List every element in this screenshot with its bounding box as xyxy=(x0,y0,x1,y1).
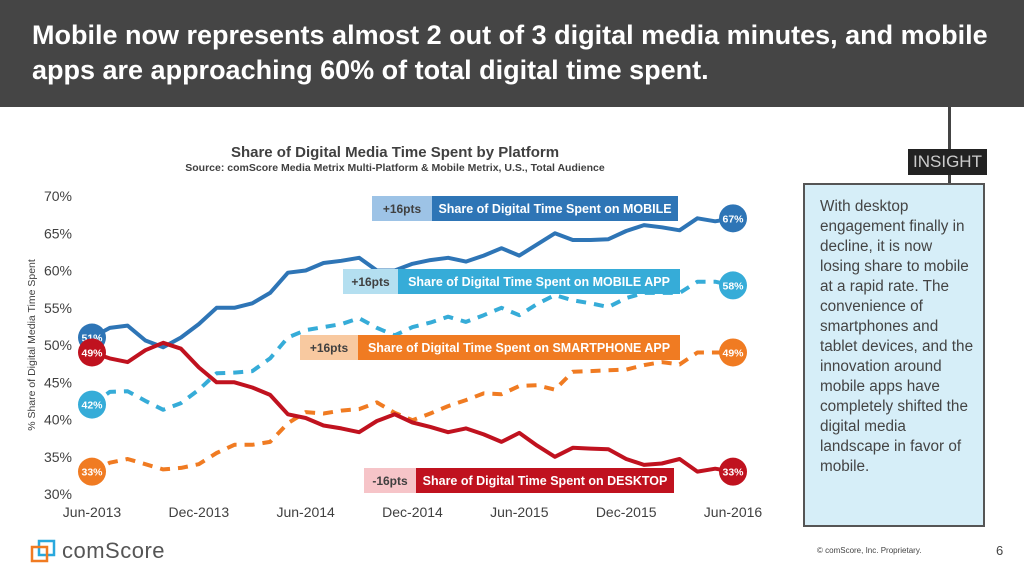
slide-title: Mobile now represents almost 2 out of 3 … xyxy=(32,20,988,85)
line-chart: 30% 35% 40% 45% 50% 55% 60% 65% 70% % Share of Di… xyxy=(26,188,763,520)
series-change-box xyxy=(372,196,432,221)
series-change-label: +16pts xyxy=(310,341,349,355)
series-name-box xyxy=(432,196,678,221)
end-value-marker xyxy=(719,338,747,367)
y-tick-label: 30% xyxy=(44,486,72,502)
series-name-label: Share of Digital Time Spent on MOBILE AP… xyxy=(408,275,670,289)
insight-text: With desktop engagement finally in decli… xyxy=(820,198,974,475)
series-line xyxy=(91,350,733,474)
x-tick-label: Jun-2016 xyxy=(704,504,763,520)
x-tick-label: Dec-2013 xyxy=(168,504,229,520)
logo-text: comScore xyxy=(62,538,166,563)
y-tick-label: 60% xyxy=(44,263,72,279)
logo-icon xyxy=(30,539,56,563)
end-value-label: 67% xyxy=(722,213,744,225)
end-value-marker xyxy=(719,271,747,300)
x-tick-label: Jun-2014 xyxy=(276,504,335,520)
y-tick-label: 45% xyxy=(44,374,72,390)
end-value-marker xyxy=(719,457,747,486)
start-value-label: 33% xyxy=(81,467,103,479)
series-name-box xyxy=(358,335,680,360)
start-value-marker xyxy=(78,338,106,367)
x-tick-label: Jun-2015 xyxy=(490,504,549,520)
end-value-label: 58% xyxy=(722,280,744,292)
start-value-label: 42% xyxy=(81,400,103,412)
series-name-label: Share of Digital Time Spent on DESKTOP xyxy=(423,474,668,488)
page-number: 6 xyxy=(996,543,1004,558)
series-line xyxy=(90,279,734,412)
start-value-marker xyxy=(78,390,106,419)
x-tick-label: Dec-2014 xyxy=(382,504,443,520)
end-value-marker xyxy=(719,204,747,233)
start-value-marker xyxy=(78,457,106,486)
series-line xyxy=(90,340,735,474)
y-tick-label: 40% xyxy=(44,412,72,428)
series-name-box xyxy=(416,468,674,493)
series-name-label: Share of Digital Time Spent on MOBILE xyxy=(438,202,671,216)
x-tick-label: Dec-2015 xyxy=(596,504,657,520)
series-change-label: +16pts xyxy=(351,275,390,289)
insight-box: With desktop engagement finally in decli… xyxy=(803,183,985,527)
series-name-label: Share of Digital Time Spent on SMARTPHON… xyxy=(368,341,670,355)
series-change-label: -16pts xyxy=(372,474,408,488)
insight-tag: INSIGHT xyxy=(908,149,987,175)
y-tick-label: 50% xyxy=(44,337,72,353)
y-tick-label: 65% xyxy=(44,225,72,241)
series-change-box xyxy=(343,269,398,294)
insight-connector xyxy=(948,107,951,183)
series-line xyxy=(90,216,735,350)
chart-title: Share of Digital Media Time Spent by Pla… xyxy=(230,144,560,161)
x-tick-label: Jun-2013 xyxy=(63,504,122,520)
series-change-box xyxy=(364,468,416,493)
header-bar: Mobile now represents almost 2 out of 3 … xyxy=(0,0,1024,107)
chart-subtitle: Source: comScore Media Metrix Multi-Plat… xyxy=(185,162,605,174)
copyright: © comScore, Inc. Proprietary. xyxy=(817,546,922,555)
y-axis-title: % Share of Digital Media Time Spent xyxy=(26,259,38,431)
y-tick-label: 35% xyxy=(44,449,72,465)
series-name-box xyxy=(398,269,680,294)
y-tick-label: 55% xyxy=(44,300,72,316)
series-change-label: +16pts xyxy=(383,202,422,216)
start-value-label: 49% xyxy=(81,347,103,359)
end-value-label: 49% xyxy=(722,347,744,359)
series-change-box xyxy=(300,335,358,360)
comscore-logo: comScore xyxy=(30,538,165,564)
end-value-label: 33% xyxy=(722,467,744,479)
y-tick-label: 70% xyxy=(44,188,72,204)
